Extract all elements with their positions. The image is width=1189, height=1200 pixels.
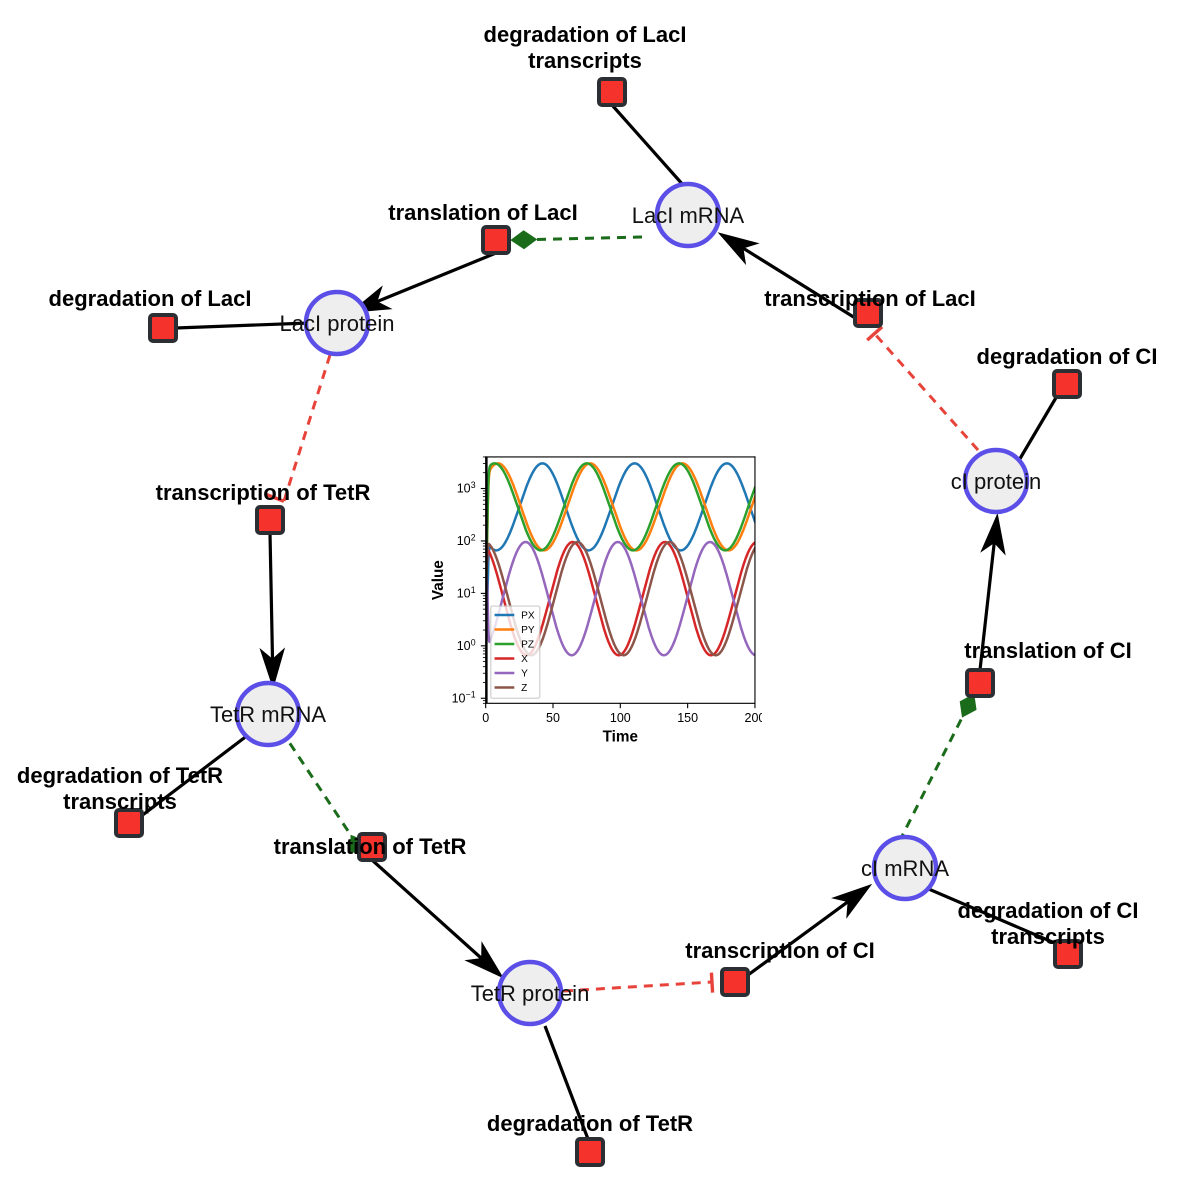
svg-text:150: 150 [677, 711, 698, 725]
svg-text:degradation of TetR: degradation of TetR [487, 1111, 693, 1136]
svg-text:degradation of LacI: degradation of LacI [484, 22, 687, 47]
svg-text:translation of LacI: translation of LacI [388, 200, 577, 225]
svg-text:LacI protein: LacI protein [280, 311, 395, 336]
svg-text:degradation of TetR: degradation of TetR [17, 763, 223, 788]
svg-text:50: 50 [546, 711, 560, 725]
svg-text:degradation of CI: degradation of CI [958, 898, 1139, 923]
svg-text:Y: Y [521, 669, 528, 680]
svg-text:TetR mRNA: TetR mRNA [210, 702, 326, 727]
svg-text:translation of TetR: translation of TetR [274, 834, 467, 859]
svg-text:cI protein: cI protein [951, 469, 1042, 494]
svg-text:transcripts: transcripts [63, 789, 177, 814]
svg-text:PY: PY [521, 625, 535, 636]
svg-text:TetR protein: TetR protein [471, 981, 590, 1006]
svg-text:transcription of TetR: transcription of TetR [156, 480, 371, 505]
svg-text:cI mRNA: cI mRNA [861, 856, 949, 881]
svg-text:PZ: PZ [521, 640, 534, 651]
svg-text:translation of CI: translation of CI [964, 638, 1131, 663]
svg-text:LacI mRNA: LacI mRNA [632, 203, 745, 228]
svg-text:Z: Z [521, 683, 527, 694]
svg-text:100: 100 [610, 711, 631, 725]
svg-text:transcription of LacI: transcription of LacI [764, 286, 975, 311]
svg-text:PX: PX [521, 610, 535, 621]
svg-text:Value: Value [430, 560, 447, 600]
svg-text:X: X [521, 654, 528, 665]
svg-text:transcription of CI: transcription of CI [685, 938, 874, 963]
svg-text:0: 0 [482, 711, 489, 725]
svg-text:Time: Time [603, 728, 638, 745]
svg-text:transcripts: transcripts [991, 924, 1105, 949]
svg-text:degradation of LacI: degradation of LacI [49, 286, 252, 311]
svg-text:transcripts: transcripts [528, 48, 642, 73]
svg-text:degradation of CI: degradation of CI [977, 344, 1158, 369]
